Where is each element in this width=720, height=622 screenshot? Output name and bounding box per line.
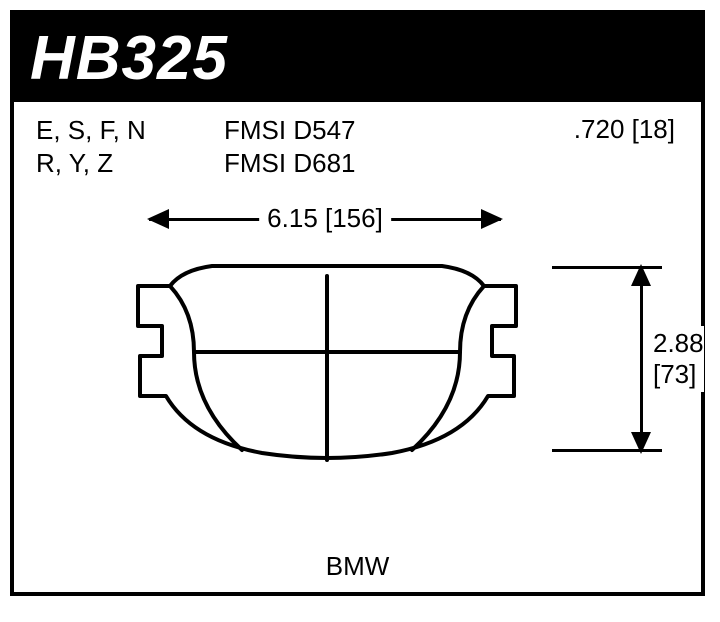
brand-label: BMW (326, 551, 390, 582)
diagram-area: 6.15 [156] 2.88 [73] (14, 204, 701, 544)
spec-frame: HB325 E, S, F, N R, Y, Z FMSI D547 FMSI … (10, 10, 705, 596)
arrow-right-icon (481, 209, 503, 229)
arrow-down-icon (631, 432, 651, 454)
spec-row: E, S, F, N R, Y, Z FMSI D547 FMSI D681 .… (14, 102, 701, 114)
width-dim-label: 6.15 [156] (259, 203, 391, 234)
compounds-line-1: E, S, F, N (36, 114, 146, 147)
arrow-up-icon (631, 264, 651, 286)
height-dim-label: 2.88 [73] (653, 326, 704, 392)
thickness-column: .720 [18] (574, 114, 675, 145)
width-dimension: 6.15 [156] (149, 204, 501, 238)
height-mm: [73] (653, 359, 704, 390)
compounds-column: E, S, F, N R, Y, Z (36, 114, 146, 179)
fmsi-column: FMSI D547 FMSI D681 (224, 114, 356, 179)
brake-pad-outline (132, 256, 522, 466)
title-bar: HB325 (14, 14, 701, 102)
compounds-line-2: R, Y, Z (36, 147, 146, 180)
fmsi-line-1: FMSI D547 (224, 114, 356, 147)
thickness-value: .720 [18] (574, 114, 675, 145)
height-inches: 2.88 (653, 328, 704, 359)
height-dim-line (640, 266, 643, 452)
fmsi-line-2: FMSI D681 (224, 147, 356, 180)
height-dimension: 2.88 [73] (552, 266, 692, 452)
part-number-title: HB325 (30, 23, 228, 94)
arrow-left-icon (147, 209, 169, 229)
